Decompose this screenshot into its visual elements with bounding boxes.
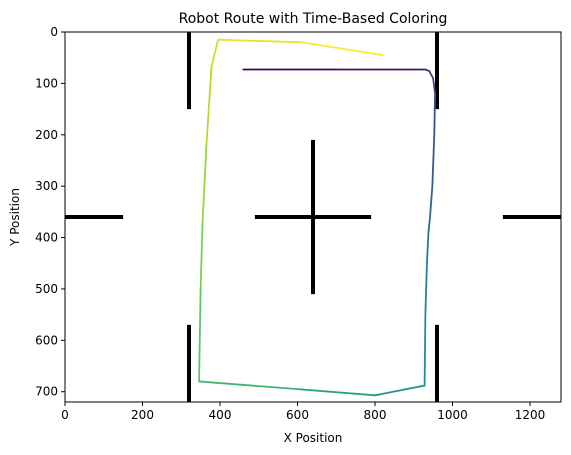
x-tick-label: 400	[209, 408, 232, 422]
y-tick-label: 700	[35, 385, 58, 399]
y-tick-label: 400	[35, 231, 58, 245]
route-segment	[429, 185, 434, 218]
route-segment	[374, 384, 426, 397]
y-tick-label: 200	[35, 128, 58, 142]
y-tick-label: 300	[35, 179, 58, 193]
route-segment	[424, 262, 428, 316]
y-axis-label: Y Position	[8, 188, 22, 247]
route-segment	[199, 221, 204, 290]
route-segment	[217, 38, 303, 44]
y-tick-label: 0	[50, 25, 58, 39]
route-line	[198, 38, 436, 397]
x-tick-label: 600	[286, 408, 309, 422]
route-segment	[296, 388, 376, 397]
plot-frame	[64, 31, 562, 403]
route-segment	[210, 38, 219, 68]
route-segment	[431, 133, 436, 188]
x-tick-label: 800	[364, 408, 387, 422]
route-segment	[198, 288, 202, 383]
route-segment	[433, 92, 436, 136]
route-segment	[198, 380, 299, 391]
x-axis: 0 200 400 600 800 1000 1200	[61, 402, 545, 422]
route-segment	[205, 66, 213, 146]
obstacle-layer	[65, 32, 561, 402]
x-tick-label: 1200	[515, 408, 546, 422]
route-segment	[432, 77, 436, 95]
y-tick-label: 600	[35, 333, 58, 347]
route-segment	[201, 144, 208, 224]
y-axis: 0 100 200 300 400 500 600 700	[35, 25, 65, 399]
route-segment	[300, 41, 384, 57]
x-axis-label: X Position	[284, 431, 343, 445]
route-segment	[426, 231, 430, 265]
x-tick-label: 1000	[437, 408, 468, 422]
route-segment	[427, 216, 431, 234]
route-segment	[423, 313, 427, 387]
x-tick-label: 200	[131, 408, 154, 422]
chart-title: Robot Route with Time-Based Coloring	[179, 11, 448, 27]
route-segment	[428, 70, 435, 80]
x-tick-label: 0	[61, 408, 69, 422]
y-tick-label: 500	[35, 282, 58, 296]
y-tick-label: 100	[35, 76, 58, 90]
